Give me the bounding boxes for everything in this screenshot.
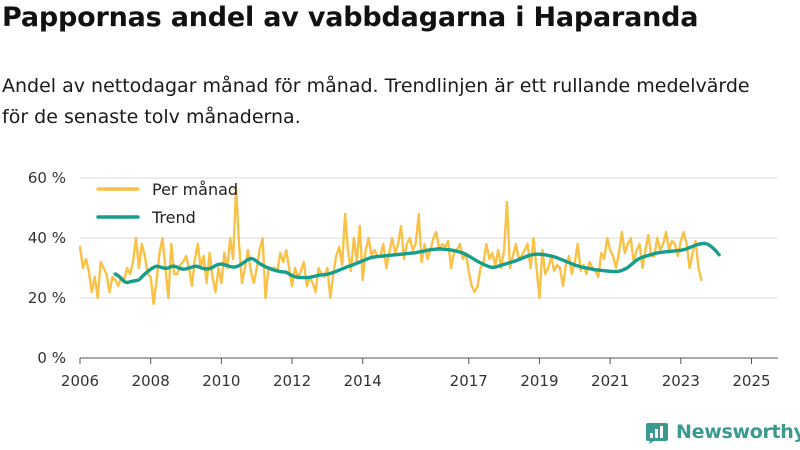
series-line-trend bbox=[113, 241, 721, 285]
bar-chart-logo-icon bbox=[646, 423, 668, 444]
grid-lines bbox=[80, 177, 778, 359]
x-tick-label: 2006 bbox=[61, 372, 99, 390]
series-line-per-manad bbox=[78, 185, 703, 306]
series bbox=[78, 185, 721, 306]
y-tick-label: 40 % bbox=[28, 229, 66, 247]
x-tick-label: 2017 bbox=[450, 372, 488, 390]
y-tick-label: 20 % bbox=[28, 289, 66, 307]
x-tick-label: 2023 bbox=[662, 372, 700, 390]
x-tick-label: 2010 bbox=[202, 372, 240, 390]
legend-label-per-manad: Per månad bbox=[152, 180, 238, 199]
x-tick-label: 2021 bbox=[591, 372, 629, 390]
x-tick-label: 2019 bbox=[520, 372, 558, 390]
chart-title: Pappornas andel av vabbdagarna i Haparan… bbox=[2, 2, 699, 33]
y-tick-label: 0 % bbox=[37, 349, 66, 367]
brand-logo: Newsworthy bbox=[645, 420, 800, 444]
x-tick-label: 2008 bbox=[132, 372, 170, 390]
x-tick-label: 2025 bbox=[732, 372, 770, 390]
legend-label-trend: Trend bbox=[151, 208, 196, 227]
legend: Per månad Trend bbox=[96, 180, 238, 227]
x-tick-label: 2014 bbox=[344, 372, 382, 390]
chart-subtitle: Andel av nettodagar månad för månad. Tre… bbox=[2, 75, 750, 128]
axes: 0 % 20 % 40 % 60 % 2006 2008 2010 2012 2014 2017 2… bbox=[28, 169, 771, 390]
y-tick-label: 60 % bbox=[28, 169, 66, 187]
x-tick-label: 2012 bbox=[273, 372, 311, 390]
brand-name: Newsworthy bbox=[676, 421, 800, 443]
